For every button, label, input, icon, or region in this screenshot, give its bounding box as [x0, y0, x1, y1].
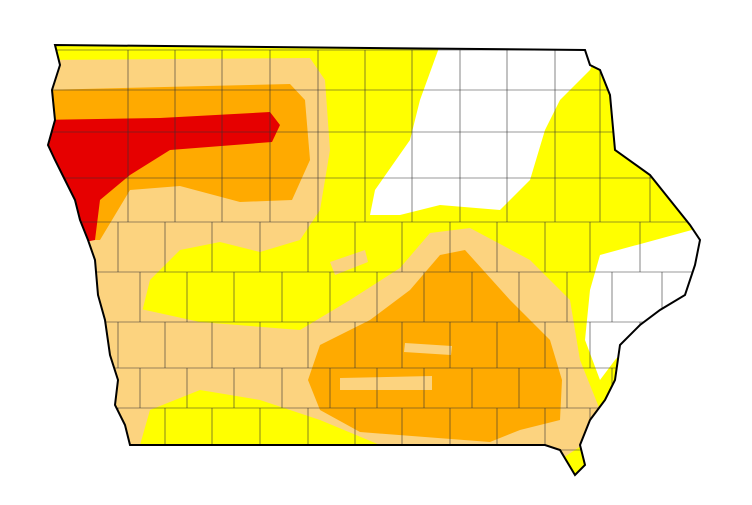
no-drought-area: [585, 225, 700, 380]
moderate-drought-area: [330, 250, 368, 275]
moderate-drought-area: [340, 376, 432, 390]
moderate-drought-area: [404, 343, 452, 355]
extreme-drought-area: [48, 112, 280, 242]
state-outline: [46, 43, 702, 477]
no-drought-area: [370, 45, 600, 215]
